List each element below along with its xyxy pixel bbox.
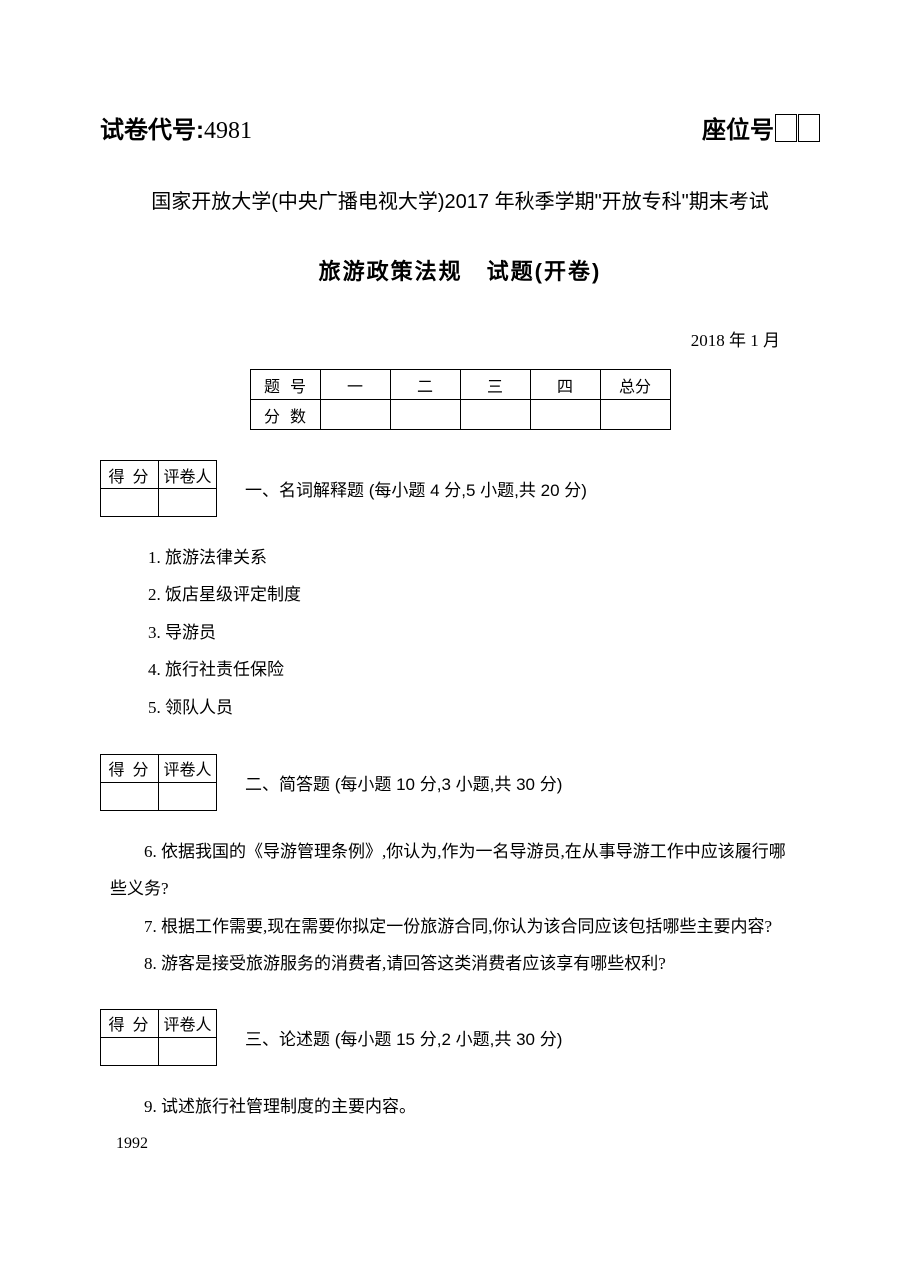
section-1-header: 得分 评卷人 一、名词解释题 (每小题 4 分,5 小题,共 20 分) <box>100 460 820 517</box>
score-val-4 <box>530 400 600 430</box>
grader-table-3: 得分 评卷人 <box>100 1009 217 1066</box>
question-9: 9. 试述旅行社管理制度的主要内容。 <box>110 1088 820 1125</box>
score-col-1: 一 <box>320 370 390 400</box>
grader-name-cell <box>159 1037 217 1065</box>
score-val-3 <box>460 400 530 430</box>
score-col-4: 四 <box>530 370 600 400</box>
header-row: 试卷代号:4981 座位号 <box>100 110 820 145</box>
grader-score-label: 得分 <box>101 1009 159 1037</box>
score-col-3: 三 <box>460 370 530 400</box>
section-2-title: 二、简答题 (每小题 10 分,3 小题,共 30 分) <box>245 770 562 795</box>
question-6-line1: 6. 依据我国的《导游管理条例》,你认为,作为一名导游员,在从事导游工作中应该履… <box>110 833 820 870</box>
grader-score-label: 得分 <box>101 461 159 489</box>
score-header-row: 题号 一 二 三 四 总分 <box>250 370 670 400</box>
section-3-questions: 9. 试述旅行社管理制度的主要内容。 <box>100 1088 820 1125</box>
score-table: 题号 一 二 三 四 总分 分数 <box>250 369 671 430</box>
page-number: 1992 <box>116 1135 820 1153</box>
question-7: 7. 根据工作需要,现在需要你拟定一份旅游合同,你认为该合同应该包括哪些主要内容… <box>110 908 820 945</box>
grader-name-label: 评卷人 <box>159 1009 217 1037</box>
exam-title: 旅游政策法规 试题(开卷) <box>100 254 820 286</box>
seat-box-2 <box>798 114 820 142</box>
paper-code-label: 试卷代号: <box>100 117 204 144</box>
paper-code-group: 试卷代号:4981 <box>100 110 252 145</box>
section-3-title: 三、论述题 (每小题 15 分,2 小题,共 30 分) <box>245 1025 562 1050</box>
grader-name-cell <box>159 782 217 810</box>
section-1-questions: 1. 旅游法律关系 2. 饭店星级评定制度 3. 导游员 4. 旅行社责任保险 … <box>148 539 820 726</box>
score-row-label-2: 分数 <box>250 400 320 430</box>
exam-date: 2018 年 1 月 <box>100 326 820 351</box>
score-val-5 <box>600 400 670 430</box>
seat-group: 座位号 <box>702 110 820 145</box>
question-6-line2: 些义务? <box>110 870 820 907</box>
score-row-label-1: 题号 <box>250 370 320 400</box>
score-val-1 <box>320 400 390 430</box>
grader-score-cell <box>101 782 159 810</box>
seat-box-1 <box>775 114 797 142</box>
section-2-header: 得分 评卷人 二、简答题 (每小题 10 分,3 小题,共 30 分) <box>100 754 820 811</box>
question-4: 4. 旅行社责任保险 <box>148 651 820 688</box>
grader-score-label: 得分 <box>101 754 159 782</box>
section-2-questions: 6. 依据我国的《导游管理条例》,你认为,作为一名导游员,在从事导游工作中应该履… <box>100 833 820 983</box>
question-2: 2. 饭店星级评定制度 <box>148 576 820 613</box>
grader-name-cell <box>159 489 217 517</box>
university-line: 国家开放大学(中央广播电视大学)2017 年秋季学期"开放专科"期末考试 <box>100 185 820 214</box>
paper-code: 4981 <box>204 118 252 144</box>
seat-label: 座位号 <box>702 110 774 145</box>
question-1: 1. 旅游法律关系 <box>148 539 820 576</box>
grader-score-cell <box>101 489 159 517</box>
grader-score-cell <box>101 1037 159 1065</box>
grader-table-1: 得分 评卷人 <box>100 460 217 517</box>
question-3: 3. 导游员 <box>148 614 820 651</box>
score-col-2: 二 <box>390 370 460 400</box>
grader-table-2: 得分 评卷人 <box>100 754 217 811</box>
score-col-5: 总分 <box>600 370 670 400</box>
question-5: 5. 领队人员 <box>148 689 820 726</box>
score-value-row: 分数 <box>250 400 670 430</box>
score-val-2 <box>390 400 460 430</box>
section-3-header: 得分 评卷人 三、论述题 (每小题 15 分,2 小题,共 30 分) <box>100 1009 820 1066</box>
grader-name-label: 评卷人 <box>159 461 217 489</box>
question-8: 8. 游客是接受旅游服务的消费者,请回答这类消费者应该享有哪些权利? <box>110 945 820 982</box>
section-1-title: 一、名词解释题 (每小题 4 分,5 小题,共 20 分) <box>245 476 587 501</box>
grader-name-label: 评卷人 <box>159 754 217 782</box>
